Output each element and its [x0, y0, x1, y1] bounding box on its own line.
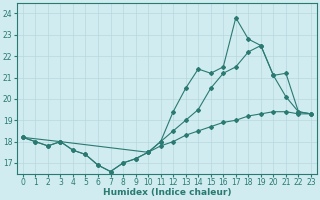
- X-axis label: Humidex (Indice chaleur): Humidex (Indice chaleur): [103, 188, 231, 197]
